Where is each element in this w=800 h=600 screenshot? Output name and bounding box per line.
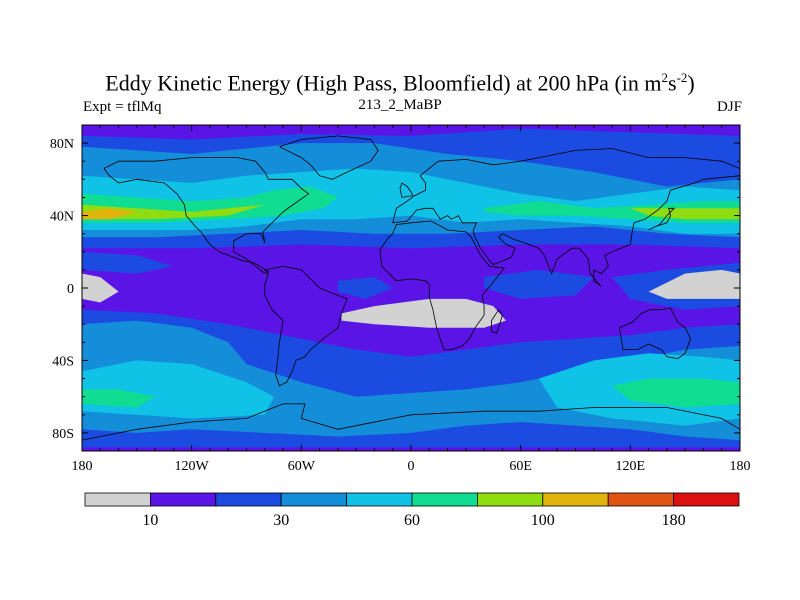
colorbar-label: 60 <box>404 512 420 529</box>
contour-fill-layer <box>82 128 740 448</box>
region-eq-blue-3 <box>484 269 594 299</box>
colorbar-swatch <box>542 492 609 507</box>
y-tick-label: 0 <box>67 282 74 297</box>
coastline-antarctica <box>82 403 740 441</box>
region-eq-gray-2 <box>341 298 506 328</box>
season-label: DJF <box>716 99 742 115</box>
region-sh-green-1 <box>82 389 156 408</box>
x-tick-label: 180 <box>72 459 93 474</box>
region-eq-gray-3 <box>648 269 740 299</box>
coastline-japan <box>648 207 676 231</box>
x-tick-label: 60W <box>288 459 316 474</box>
x-tick-label: 0 <box>408 459 415 474</box>
experiment-label: Expt = tflMq <box>83 99 162 115</box>
coastline-eurasia <box>392 148 740 287</box>
colorbar-swatch <box>607 492 675 507</box>
coastline-australia <box>619 307 692 360</box>
y-tick-label: 40S <box>52 354 74 369</box>
y-tick-label: 80N <box>50 137 74 152</box>
x-tick-label: 60E <box>509 459 532 474</box>
title-close: ) <box>687 70 695 96</box>
axes-layer: 180 120W 60W 0 60E 120E 180 80N 40N 0 40S 80S <box>50 125 751 474</box>
x-tick-label: 120W <box>175 459 210 474</box>
region-nh-orange-core <box>82 208 137 220</box>
title-mid: s <box>668 70 677 96</box>
x-tick-label: 180 <box>730 459 751 474</box>
colorbar-swatch <box>411 492 478 507</box>
coastline-south-america <box>264 265 348 387</box>
title-sup-1: 2 <box>661 70 669 85</box>
region-sh-green-2 <box>612 378 740 408</box>
colorbar-swatch <box>215 492 282 507</box>
colorbar-label: 180 <box>662 512 686 529</box>
colorbar-swatch <box>149 492 217 507</box>
colorbar: 10 30 60 100 180 <box>84 492 740 529</box>
y-tick-label: 80S <box>52 427 74 442</box>
coastline-uk <box>399 182 414 198</box>
region-nh-yellowgreen-2 <box>630 208 740 220</box>
chart-title: Eddy Kinetic Energy (High Pass, Bloomfie… <box>0 70 800 96</box>
colorbar-swatch <box>476 492 544 507</box>
region-nh-yellowgreen-1 <box>82 204 265 220</box>
title-sup-2: -2 <box>676 70 688 85</box>
coastline-north-america <box>103 157 310 274</box>
region-eq-blue-1 <box>82 251 174 274</box>
coastline-layer <box>82 135 740 441</box>
title-main: Eddy Kinetic Energy (High Pass, Bloomfie… <box>105 70 662 96</box>
y-tick-label: 40N <box>50 210 74 225</box>
colorbar-label: 10 <box>142 512 158 529</box>
run-id-label: 213_2_MaBP <box>358 97 442 113</box>
coastline-madagascar <box>491 308 503 334</box>
region-eq-blue-2 <box>337 277 393 299</box>
region-eq-gray-1 <box>82 273 119 303</box>
x-tick-label: 120E <box>616 459 646 474</box>
colorbar-swatch <box>346 492 413 507</box>
colorbar-label: 30 <box>273 512 289 529</box>
colorbar-swatch <box>280 492 348 507</box>
coastline-africa <box>379 220 505 350</box>
colorbar-label: 100 <box>531 512 555 529</box>
colorbar-swatch <box>84 492 151 507</box>
coastline-greenland <box>279 135 379 180</box>
colorbar-swatch <box>673 492 740 507</box>
